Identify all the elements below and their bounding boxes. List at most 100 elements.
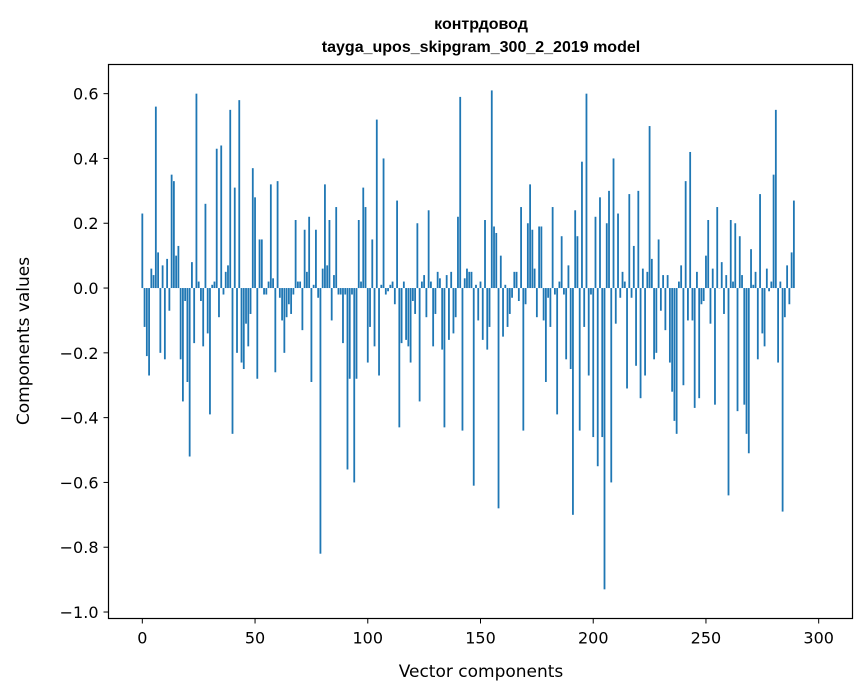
bar — [788, 288, 791, 305]
bar — [641, 268, 644, 289]
bar — [558, 281, 561, 289]
bar — [777, 288, 779, 363]
bar — [666, 275, 669, 289]
bar — [315, 229, 317, 289]
bar — [254, 197, 256, 289]
bar — [308, 216, 311, 289]
plot-frame — [107, 63, 854, 620]
bar — [265, 288, 268, 295]
bar — [515, 271, 518, 289]
bar — [312, 284, 315, 289]
bar — [671, 288, 674, 392]
bar — [538, 226, 541, 289]
bar — [186, 288, 189, 382]
bar — [614, 288, 617, 324]
x-tick-label: 100 — [352, 629, 383, 648]
bar — [353, 288, 356, 483]
bar — [430, 281, 432, 289]
bar — [529, 184, 531, 289]
bar — [481, 288, 484, 340]
bar — [493, 226, 495, 289]
bar — [362, 187, 365, 289]
bar — [711, 268, 714, 289]
bar — [281, 288, 283, 321]
bar — [206, 288, 209, 334]
chart-subtitle: tayga_upos_skipgram_300_2_2019 model — [322, 39, 640, 56]
bar — [693, 288, 696, 408]
bar — [337, 288, 340, 295]
bar — [572, 288, 574, 515]
bar — [786, 265, 789, 289]
bar — [197, 281, 200, 289]
bar — [592, 288, 595, 438]
bar — [691, 288, 694, 321]
bar — [655, 288, 658, 353]
bar — [547, 288, 550, 298]
bar — [783, 288, 786, 318]
bar — [567, 265, 570, 289]
bar — [752, 284, 755, 289]
x-tick-label: 200 — [578, 629, 609, 648]
bar — [231, 288, 234, 434]
y-tick-label: −0.8 — [60, 538, 99, 557]
y-tick-label: 0.6 — [73, 85, 98, 104]
bar — [497, 288, 500, 509]
bar — [533, 268, 536, 289]
bar — [249, 288, 252, 314]
bar — [159, 288, 162, 353]
bar — [475, 284, 477, 289]
bar — [662, 275, 665, 289]
bar — [560, 236, 563, 289]
bar — [398, 288, 401, 428]
bar — [506, 288, 509, 327]
bar — [409, 288, 412, 363]
bar — [191, 262, 193, 289]
bar — [443, 288, 446, 428]
bar — [209, 288, 211, 415]
bar — [599, 197, 601, 289]
bar — [418, 288, 421, 402]
bar — [175, 255, 178, 289]
bar — [657, 239, 660, 289]
bar — [373, 288, 376, 347]
bar — [452, 288, 455, 334]
bar — [668, 288, 671, 363]
bar — [648, 126, 651, 289]
y-tick-label: 0.4 — [73, 149, 98, 168]
x-tick-label: 0 — [137, 629, 147, 648]
bar — [502, 288, 504, 337]
bar — [549, 288, 552, 327]
bar — [576, 236, 579, 289]
bar — [274, 288, 277, 373]
bar — [578, 288, 581, 431]
bar — [587, 288, 590, 376]
y-tick-label: 0.0 — [73, 279, 98, 298]
y-tick-label: 0.2 — [73, 214, 98, 233]
bar — [416, 223, 419, 289]
bar — [425, 288, 428, 318]
x-axis-ticks: 0 50 100 150 200 250 300 — [137, 618, 834, 648]
bar — [344, 288, 347, 295]
bar — [351, 288, 353, 295]
bar — [166, 258, 169, 289]
bar — [484, 220, 486, 289]
bar — [639, 288, 642, 399]
bar — [236, 288, 238, 353]
bar — [218, 288, 220, 318]
bar — [432, 288, 435, 347]
bar — [653, 288, 655, 360]
bar — [319, 288, 322, 554]
bar — [612, 158, 615, 289]
bar — [188, 288, 191, 457]
bar — [628, 194, 631, 289]
bar — [472, 288, 475, 486]
bar — [563, 288, 565, 295]
bar — [150, 268, 153, 289]
bar — [195, 93, 198, 289]
bar — [369, 288, 371, 327]
bar — [342, 288, 344, 344]
bar — [763, 288, 766, 347]
bar — [617, 213, 619, 289]
bar — [623, 281, 626, 289]
